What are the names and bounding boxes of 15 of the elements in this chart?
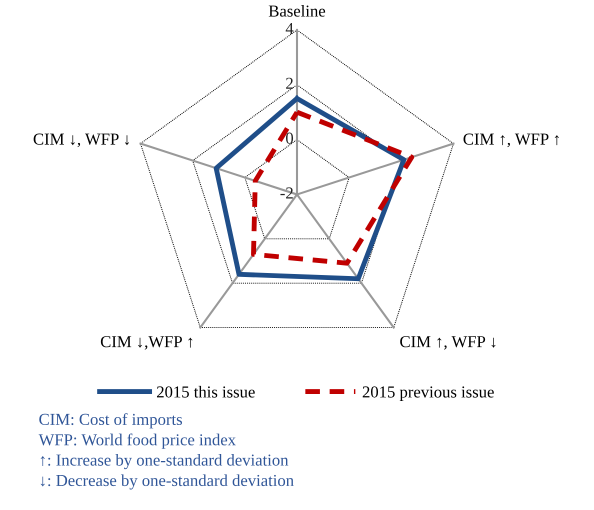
spoke-label: Baseline bbox=[268, 4, 326, 17]
legend-label: 2015 this issue bbox=[156, 386, 255, 398]
text: CIM: Cost of imports bbox=[39, 413, 182, 428]
y-tick-label: 2 bbox=[286, 78, 293, 89]
spoke-label: CIM ↑, WFP ↓ bbox=[400, 336, 496, 350]
y-tick-label: -2 bbox=[280, 187, 293, 198]
spoke-label: CIM ↓,WFP ↑ bbox=[100, 336, 192, 350]
text: WFP: World food price index bbox=[38, 434, 236, 449]
y-tick-label: 0 bbox=[286, 132, 294, 144]
spoke-label: CIM ↑, WFP ↑ bbox=[464, 134, 559, 148]
legend-label: 2015 previous issue bbox=[362, 386, 494, 401]
spoke-label: CIM ↓, WFP ↓ bbox=[34, 134, 129, 148]
text: ↑: Increase by one-standard deviation bbox=[40, 454, 288, 470]
text: ↓: Decrease by one-standard deviation bbox=[40, 474, 294, 490]
y-tick-label: 4 bbox=[286, 22, 294, 34]
